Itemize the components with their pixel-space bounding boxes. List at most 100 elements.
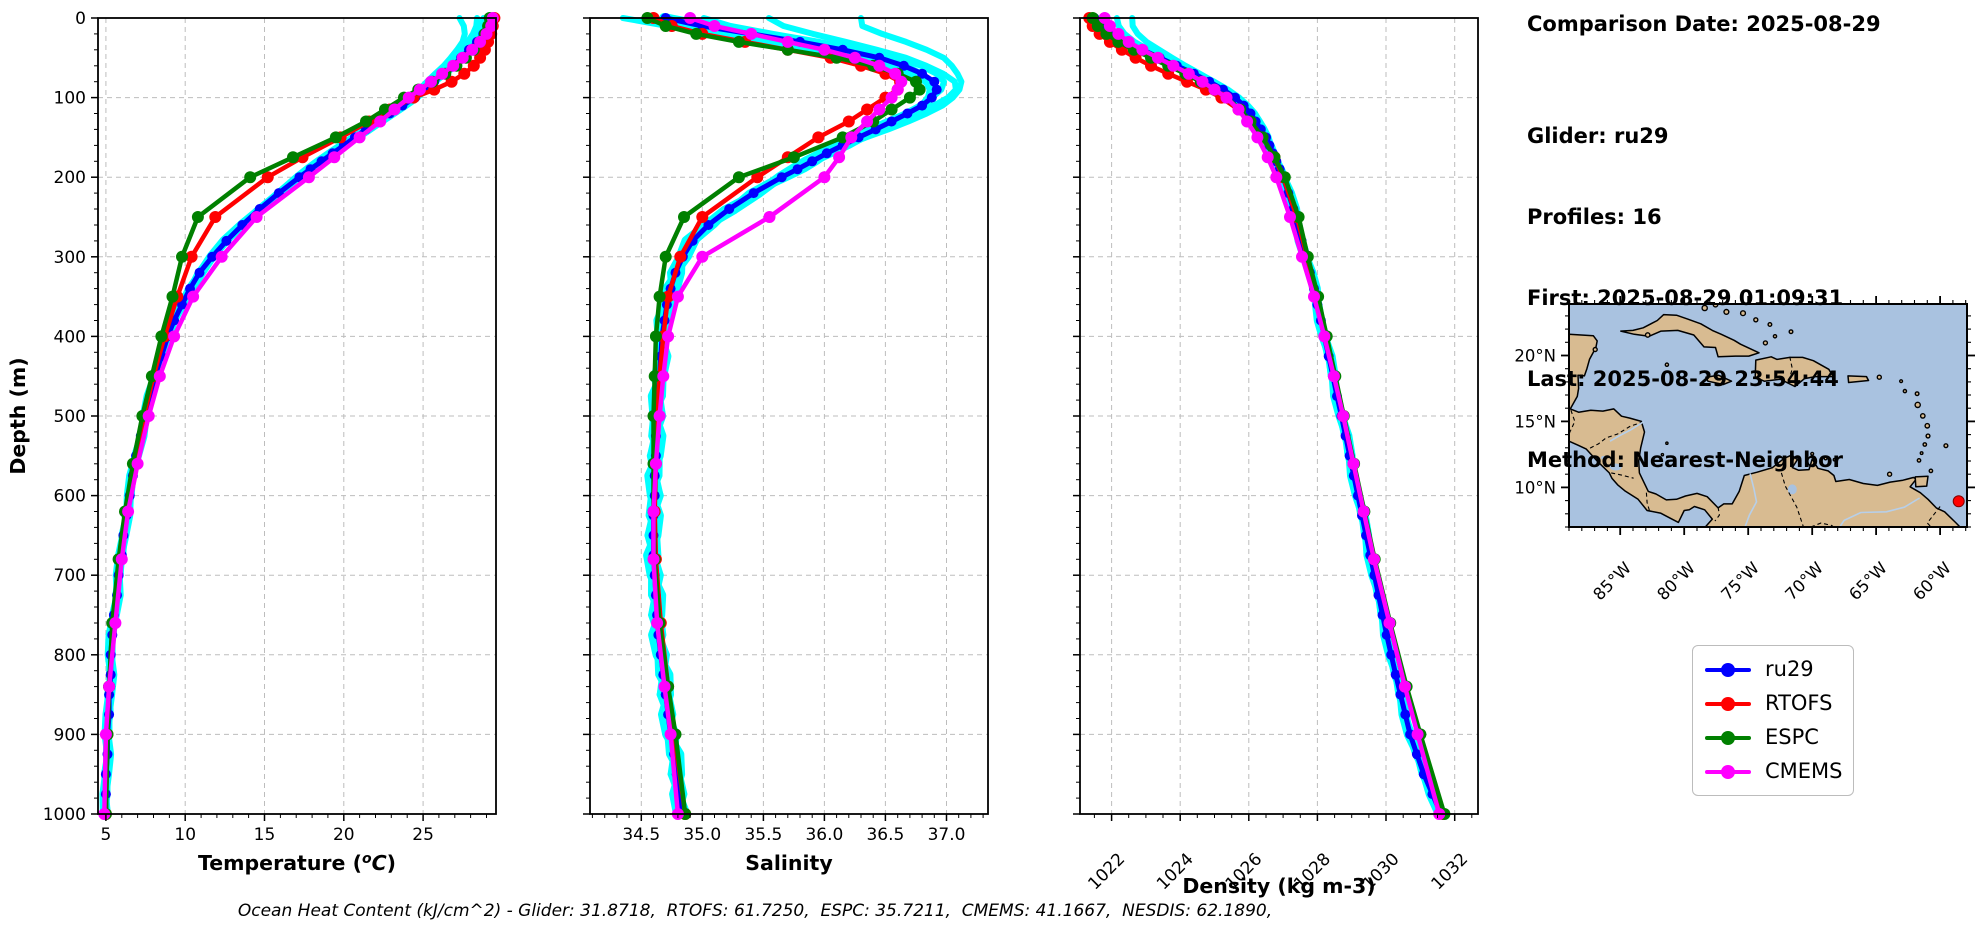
salinity-panel: 34.5 35.0 35.5 36.0 36.5 37.0: [583, 12, 989, 845]
svg-text:1000: 1000: [43, 805, 86, 825]
gridlines: [98, 17, 496, 815]
legend: ru29 RTOFS ESPC CMEMS: [1692, 645, 1854, 796]
river: [1839, 497, 1921, 527]
ocean-heat-content-text: Ocean Heat Content (kJ/cm^2) - Glider: 3…: [237, 901, 1273, 921]
depth-axis-label: Depth (m): [6, 357, 30, 474]
legend-label-espc: ESPC: [1765, 725, 1819, 749]
legend-marker-cmems: [1721, 764, 1735, 779]
svg-text:65°W: 65°W: [1845, 558, 1891, 604]
legend-line-cmems: [1705, 764, 1751, 779]
legend-line-espc: [1705, 730, 1751, 745]
series-CMEMS: [647, 12, 908, 820]
land-features: [1569, 304, 1961, 527]
deployment-info-block: Glider: ru29 Profiles: 16 First: 2025-08…: [1527, 69, 1843, 501]
svg-text:100: 100: [54, 89, 86, 109]
svg-text:15°N: 15°N: [1514, 412, 1556, 431]
legend-item-rtofs: RTOFS: [1705, 689, 1841, 718]
svg-text:20: 20: [333, 825, 355, 845]
legend-item-ru29: ru29: [1705, 655, 1841, 684]
lake-managua: [1601, 455, 1607, 460]
axis-ticks: [91, 17, 424, 821]
svg-text:800: 800: [54, 646, 86, 666]
svg-text:20°N: 20°N: [1514, 347, 1556, 366]
xtick-labels: 34.5 35.0 35.5 36.0 36.5 37.0: [622, 825, 965, 845]
lake-maracaibo: [1787, 484, 1797, 495]
svg-text:900: 900: [54, 725, 86, 745]
puerto-rico: [1847, 375, 1870, 384]
salinity-axis-label: Salinity: [745, 851, 832, 875]
svg-text:70°W: 70°W: [1781, 558, 1827, 604]
river: [1744, 473, 1758, 527]
svg-text:35.0: 35.0: [683, 825, 721, 845]
cuba: [1620, 313, 1760, 358]
svg-text:36.5: 36.5: [866, 825, 904, 845]
country-border: [1589, 421, 1645, 449]
legend-line-ru29: [1705, 662, 1751, 677]
glider-position-marker: [1952, 495, 1965, 508]
svg-text:500: 500: [54, 407, 86, 427]
map-major-ticks: [1561, 296, 1975, 535]
svg-text:0: 0: [75, 9, 86, 29]
svg-text:5: 5: [100, 825, 111, 845]
axis-minor-ticks: [586, 33, 984, 818]
xtick-labels: 5 10 15 20 25: [100, 825, 433, 845]
svg-text:15: 15: [254, 825, 276, 845]
svg-text:1022: 1022: [1084, 849, 1129, 894]
last-profile-time-text: Last: 2025-08-29 23:54:44: [1527, 367, 1839, 391]
legend-item-cmems: CMEMS: [1705, 757, 1843, 786]
axis-minor-ticks: [94, 33, 487, 818]
series-CMEMS: [1098, 12, 1446, 820]
svg-text:600: 600: [54, 487, 86, 507]
svg-text:700: 700: [54, 566, 86, 586]
axis-minor-ticks: [1076, 33, 1473, 818]
svg-text:10°N: 10°N: [1514, 478, 1556, 497]
legend-label-cmems: CMEMS: [1765, 759, 1843, 783]
svg-text:400: 400: [54, 327, 86, 347]
trinidad: [1914, 475, 1929, 488]
series-ru29: [1089, 13, 1446, 819]
profiles-count-text: Profiles: 16: [1527, 205, 1662, 229]
temperature-axis-label: Temperature (oC): [198, 851, 396, 875]
svg-text:60°W: 60°W: [1909, 558, 1955, 604]
legend-label-rtofs: RTOFS: [1765, 691, 1833, 715]
ytick-labels: 0 100 200 300 400 500 600 700 800 900 1000: [43, 9, 86, 825]
country-border: [1810, 522, 1833, 527]
svg-text:80°W: 80°W: [1653, 558, 1699, 604]
first-profile-time-text: First: 2025-08-29 01:09:31: [1527, 286, 1844, 310]
comparison-date-text: Comparison Date: 2025-08-29: [1527, 12, 1881, 36]
svg-text:34.5: 34.5: [622, 825, 660, 845]
map-minor-ticks: [1565, 300, 1971, 531]
density-panel: 1022 1024 1026 1028 1030 1032: [1073, 12, 1479, 894]
river: [1609, 420, 1645, 442]
legend-label-ru29: ru29: [1765, 657, 1814, 681]
country-border: [1714, 507, 1720, 522]
svg-text:10: 10: [174, 825, 196, 845]
svg-text:200: 200: [54, 168, 86, 188]
legend-marker-ru29: [1721, 662, 1735, 677]
glider-name-text: Glider: ru29: [1527, 124, 1669, 148]
axis-ticks: [583, 17, 948, 821]
country-border: [1926, 506, 1941, 527]
svg-text:300: 300: [54, 248, 86, 268]
svg-text:36.0: 36.0: [805, 825, 843, 845]
method-text: Method: Nearest-Neighbor: [1527, 448, 1843, 472]
svg-text:25: 25: [412, 825, 434, 845]
hispaniola: [1754, 356, 1835, 388]
legend-marker-rtofs: [1721, 696, 1735, 711]
svg-text:1032: 1032: [1427, 849, 1472, 894]
jamaica: [1705, 374, 1733, 386]
gridlines: [1080, 17, 1478, 815]
svg-text:75°W: 75°W: [1717, 558, 1763, 604]
legend-item-espc: ESPC: [1705, 723, 1841, 752]
central-south-america: [1569, 333, 1961, 527]
axis-ticks: [1073, 17, 1456, 821]
temperature-panel: 5 10 15 20 25 0 100 200 300 400 500 600 700 800 900 100…: [43, 9, 501, 845]
caribbean-map: 85°W 80°W 75°W 70°W 65°W 60°W 20°N 15°N 10°N: [1514, 296, 1975, 604]
legend-marker-espc: [1721, 730, 1735, 745]
legend-line-rtofs: [1705, 696, 1751, 711]
svg-text:35.5: 35.5: [744, 825, 782, 845]
map-frame: [1568, 303, 1968, 528]
svg-text:85°W: 85°W: [1589, 558, 1635, 604]
country-border: [1645, 492, 1650, 511]
